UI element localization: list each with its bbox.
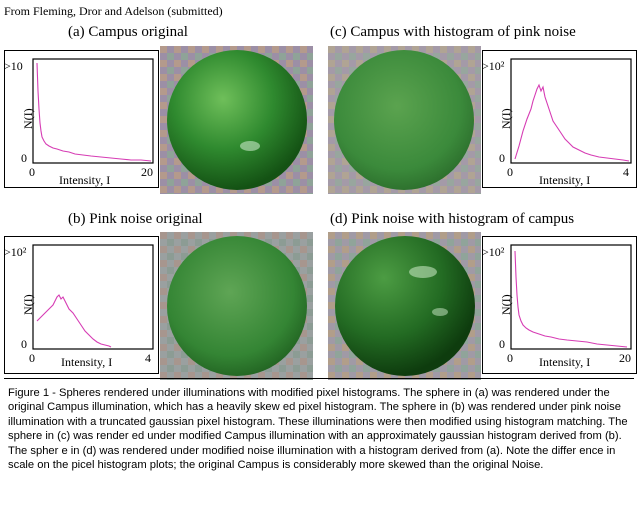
- panel-a-ylabel: N(I): [21, 108, 35, 129]
- panel-d-histogram-frame: >10² 0 0 20 Intensity, I N(I): [482, 236, 637, 374]
- caption-divider: [4, 378, 634, 379]
- panel-d-xmax-label: 20: [619, 351, 631, 365]
- panel-d-rendered-sphere-image: [328, 232, 481, 380]
- panel-a-rendered-sphere-image: [160, 46, 313, 194]
- panel-a-title: (a) Campus original: [68, 24, 188, 40]
- panel-d-ymax-label: >10²: [482, 245, 505, 259]
- panel-b-xmax-label: 4: [145, 351, 151, 365]
- panel-a-xlabel: Intensity, I: [59, 173, 111, 187]
- panel-d-title: (d) Pink noise with histogram of campus: [330, 211, 575, 227]
- panel-d-ylabel: N(I): [499, 294, 513, 315]
- panel-b-title: (b) Pink noise original: [68, 211, 203, 227]
- panel-d-axes-box: [510, 244, 632, 350]
- panel-b-y0-label: 0: [21, 337, 27, 351]
- panel-a-xmax-label: 20: [141, 165, 153, 179]
- panel-d-xlabel: Intensity, I: [539, 355, 591, 369]
- panel-c-histogram-curve: [514, 83, 630, 162]
- panel-c-ylabel: N(I): [499, 108, 513, 129]
- panel-a-histogram-plot: [32, 58, 154, 164]
- panel-c-ymax-label: >10²: [482, 59, 505, 73]
- panel-b-rendered-sphere-image: [160, 232, 313, 380]
- panel-c-xlabel: Intensity, I: [539, 173, 591, 187]
- panel-c-xmax-label: 4: [623, 165, 629, 179]
- panel-b-histogram-frame: >10² 0 0 4 Intensity, I N(I): [4, 236, 159, 374]
- panel-b-ylabel: N(I): [21, 294, 35, 315]
- panel-b-axes-box: [32, 244, 154, 350]
- panel-b-histogram-curve: [36, 294, 112, 348]
- panel-a-y0-label: 0: [21, 151, 27, 165]
- panel-c-histogram-frame: >10² 0 0 4 Intensity, I N(I): [482, 50, 637, 188]
- panel-a-histogram-curve: [36, 62, 152, 162]
- panel-b-x0-label: 0: [29, 351, 35, 365]
- panel-d-x0-label: 0: [507, 351, 513, 365]
- panel-b-ymax-label: >10²: [4, 245, 27, 259]
- panel-c-x0-label: 0: [507, 165, 513, 179]
- figure-caption: Figure 1 - Spheres rendered under illumi…: [8, 387, 628, 472]
- panel-c-title: (c) Campus with histogram of pink noise: [330, 24, 576, 40]
- panel-d-histogram-plot: [510, 244, 632, 350]
- panel-c-rendered-sphere-image: [328, 46, 481, 194]
- panel-c-axes-box: [510, 58, 632, 164]
- panel-a-ymax-label: >10: [4, 59, 23, 73]
- panel-b-histogram-plot: [32, 244, 154, 350]
- panel-d-y0-label: 0: [499, 337, 505, 351]
- panel-b-xlabel: Intensity, I: [61, 355, 113, 369]
- figure-attribution: From Fleming, Dror and Adelson (submitte…: [4, 4, 223, 18]
- panel-d-histogram-curve: [514, 250, 628, 348]
- panel-a-histogram-frame: >10 0 0 20 Intensity, I N(I): [4, 50, 159, 188]
- panel-a-axes-box: [32, 58, 154, 164]
- panel-c-histogram-plot: [510, 58, 632, 164]
- panel-c-y0-label: 0: [499, 151, 505, 165]
- panel-a-x0-label: 0: [29, 165, 35, 179]
